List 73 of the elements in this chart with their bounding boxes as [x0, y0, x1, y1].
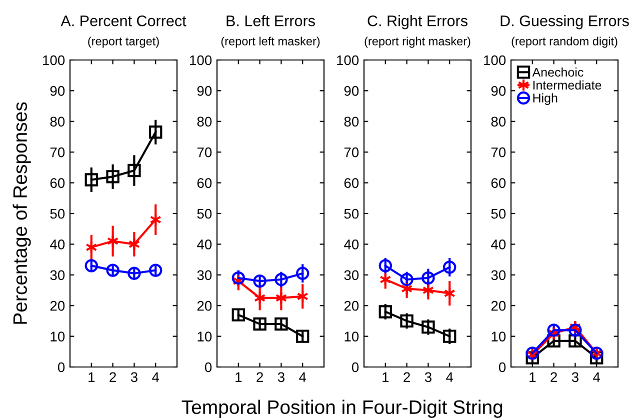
y-tick-label: 50	[344, 208, 359, 219]
y-tick-label: 80	[344, 116, 359, 127]
legend-label: Intermediate	[533, 80, 602, 90]
y-tick-label: 10	[50, 332, 65, 342]
y-tick-label: 100	[43, 55, 65, 66]
legend-label: Anechoic	[532, 68, 584, 77]
y-tick-label: 100	[190, 55, 212, 66]
chart-subtitle: (report right masker)	[364, 36, 470, 48]
chart-subtitle: (report target)	[88, 36, 159, 48]
y-tick-label: 0	[352, 362, 359, 372]
y-tick-label: 60	[344, 178, 359, 188]
y-tick-label: 80	[197, 116, 212, 127]
y-tick-label: 90	[344, 86, 359, 96]
y-tick-label: 0	[498, 362, 506, 372]
x-tick-label: 1	[88, 372, 95, 382]
x-tick-label: 4	[152, 372, 160, 382]
x-tick-label: 1	[530, 372, 536, 382]
legend-label: High	[533, 93, 558, 105]
x-tick-label: 1	[382, 372, 389, 382]
chart-subtitle: (report left masker)	[221, 36, 320, 48]
y-tick-label: 100	[337, 55, 359, 66]
y-tick-label: 60	[50, 178, 65, 188]
y-tick-label: 50	[197, 208, 212, 219]
chart-title: A. Percent Correct	[60, 15, 186, 26]
y-tick-label: 30	[491, 270, 506, 280]
chart-title: D. Guessing Errors	[500, 15, 629, 30]
x-tick-label: 3	[130, 372, 138, 382]
chart-title: B. Left Errors	[226, 15, 315, 26]
y-tick-label: 10	[492, 332, 506, 342]
x-tick-label: 3	[424, 372, 432, 382]
x-tick-label: 4	[299, 372, 306, 382]
y-tick-label: 20	[344, 300, 359, 311]
y-tick-label: 40	[491, 240, 506, 250]
y-tick-label: 50	[50, 208, 65, 219]
y-tick-label: 80	[491, 116, 506, 127]
x-tick-label: 2	[404, 372, 410, 382]
y-tick-label: 20	[491, 300, 506, 311]
y-axis-title: Percentage of Responses	[12, 102, 31, 324]
y-tick-label: 40	[50, 240, 65, 250]
x-tick-label: 3	[278, 372, 284, 382]
x-tick-label: 4	[593, 372, 600, 382]
y-tick-label: 80	[50, 116, 65, 127]
x-tick-label: 2	[550, 372, 557, 382]
x-tick-label: 1	[236, 372, 242, 382]
x-tick-label: 4	[446, 372, 454, 382]
x-tick-label: 3	[572, 372, 578, 382]
y-tick-label: 30	[197, 270, 212, 280]
y-tick-label: 90	[50, 86, 65, 96]
x-axis-title: Temporal Position in Four-Digit String	[182, 400, 502, 418]
y-tick-label: 20	[197, 300, 212, 311]
x-tick-label: 2	[110, 372, 116, 382]
y-tick-label: 100	[484, 55, 506, 66]
y-tick-label: 60	[491, 178, 506, 188]
y-tick-label: 90	[197, 86, 212, 96]
y-tick-label: 60	[197, 178, 212, 188]
y-tick-label: 50	[491, 208, 506, 219]
chart-title: C. Right Errors	[368, 15, 468, 30]
y-tick-label: 0	[58, 362, 65, 372]
x-tick-label: 2	[256, 372, 263, 382]
y-tick-label: 30	[344, 270, 359, 280]
y-tick-label: 0	[204, 362, 212, 372]
y-tick-label: 70	[50, 147, 65, 158]
y-tick-label: 40	[344, 240, 359, 250]
y-tick-label: 30	[50, 270, 65, 280]
y-tick-label: 10	[344, 332, 359, 342]
y-tick-label: 70	[491, 147, 506, 158]
y-tick-label: 20	[50, 300, 65, 311]
chart-subtitle: (report random digit)	[512, 36, 618, 48]
y-tick-label: 90	[491, 86, 506, 96]
y-tick-label: 70	[344, 147, 359, 158]
y-tick-label: 40	[197, 240, 212, 250]
y-tick-label: 10	[198, 332, 212, 342]
y-tick-label: 70	[197, 147, 212, 158]
